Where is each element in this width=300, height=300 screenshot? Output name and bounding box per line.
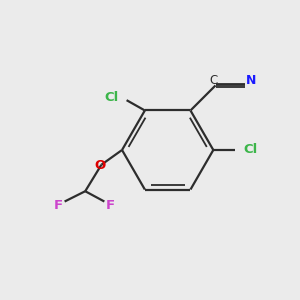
Text: N: N [246,74,256,87]
Text: Cl: Cl [244,143,258,157]
Text: F: F [106,199,115,212]
Text: C: C [209,74,217,87]
Text: O: O [94,159,106,172]
Text: F: F [54,199,63,212]
Text: Cl: Cl [104,91,118,104]
